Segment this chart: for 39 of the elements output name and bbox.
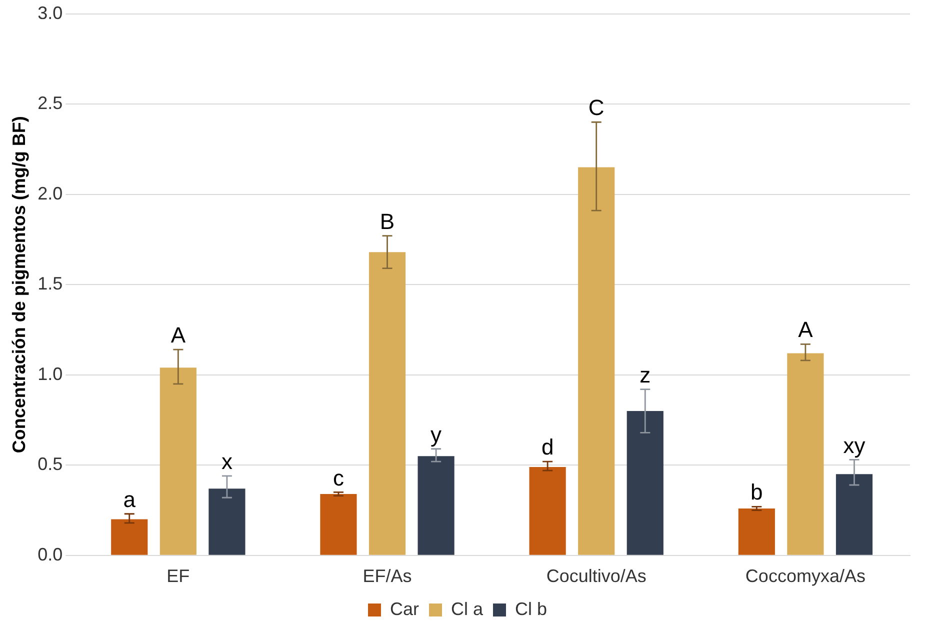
data-label: A — [170, 322, 186, 348]
x-tick-label: Coccomyxa/As — [745, 566, 866, 586]
data-label: z — [640, 362, 651, 388]
bar — [578, 167, 615, 555]
data-label: c — [332, 465, 344, 490]
data-label: B — [380, 208, 395, 234]
bar — [529, 466, 566, 555]
x-tick-label: EF/As — [362, 566, 412, 586]
data-label: C — [588, 95, 604, 120]
y-tick-label: 0.5 — [38, 454, 63, 474]
y-axis-title: Concentración de pigmentos (mg/g BF) — [8, 116, 29, 454]
y-tick-label: 1.0 — [38, 364, 63, 384]
data-label: d — [541, 434, 554, 460]
bar — [836, 474, 873, 555]
bar — [160, 368, 196, 555]
data-label: xy — [843, 432, 866, 458]
y-tick-label: 2.5 — [38, 93, 63, 114]
bar — [368, 252, 406, 555]
y-tick-label: 3.0 — [38, 2, 63, 23]
data-label: y — [430, 422, 442, 447]
bar — [418, 456, 454, 555]
y-tick-label: 1.5 — [38, 274, 63, 294]
data-label: A — [798, 317, 814, 342]
legend-label: Cl b — [515, 598, 548, 619]
data-label: a — [123, 486, 136, 512]
y-tick-label: 0.0 — [38, 544, 63, 564]
bar — [787, 353, 824, 555]
data-label: x — [221, 449, 232, 474]
legend-label: Cl a — [450, 598, 484, 619]
x-tick-label: Cocultivo/As — [546, 566, 646, 586]
bar — [738, 508, 775, 555]
y-tick-label: 2.0 — [38, 183, 63, 204]
bar — [320, 494, 357, 555]
bar — [208, 488, 246, 555]
bar — [111, 519, 148, 555]
bar — [626, 410, 664, 555]
data-label: b — [750, 480, 763, 505]
legend-label: Car — [390, 598, 420, 619]
x-tick-label: EF — [166, 566, 190, 586]
